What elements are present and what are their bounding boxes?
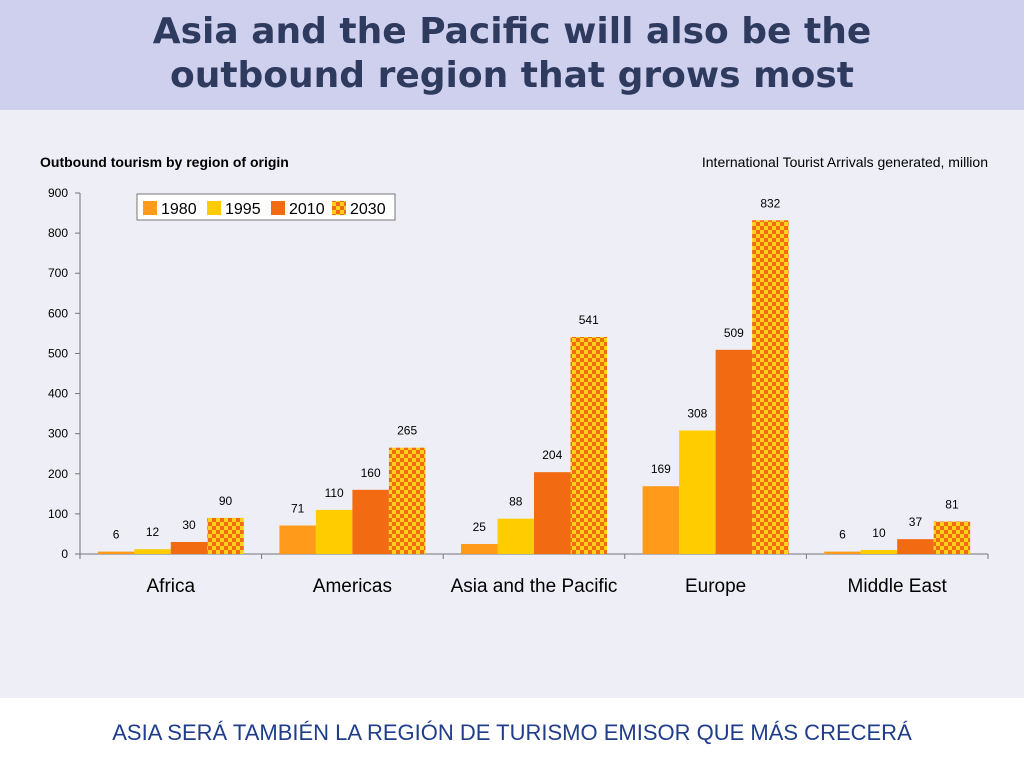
legend-swatch-2030 (332, 201, 346, 215)
legend-swatch-2010 (271, 201, 285, 215)
bar-2030 (752, 220, 789, 554)
bar-1995 (134, 549, 171, 554)
bar-1995 (497, 518, 534, 554)
chart-subtitle: International Tourist Arrivals generated… (702, 154, 988, 170)
y-tick-label: 800 (48, 226, 68, 240)
x-category-label: Europe (685, 576, 746, 597)
data-label: 160 (361, 466, 381, 480)
bar-1995 (679, 430, 716, 554)
legend-label: 2010 (289, 201, 325, 218)
footer-caption: ASIA SERÁ TAMBIÉN LA REGIÓN DE TURISMO E… (112, 720, 912, 745)
data-label: 10 (872, 526, 886, 540)
y-tick-label: 700 (48, 266, 68, 280)
x-category-label: Middle East (848, 576, 948, 597)
bar-2030 (570, 336, 607, 554)
slide-header (0, 0, 1024, 110)
slide-title-line-2: outbound region that grows most (169, 55, 855, 96)
data-label: 6 (839, 528, 846, 542)
data-label: 204 (542, 448, 562, 462)
bar-1980 (279, 525, 316, 554)
legend-swatch-1980 (143, 201, 157, 215)
data-label: 169 (651, 462, 671, 476)
data-label: 30 (182, 518, 196, 532)
x-category-label: Africa (147, 576, 196, 597)
y-tick-label: 300 (48, 427, 68, 441)
data-label: 265 (397, 424, 417, 438)
bar-2010 (170, 541, 208, 554)
bar-chart: Outbound tourism by region of origin Inte… (40, 154, 989, 597)
legend-swatch-1995 (207, 201, 221, 215)
bar-2030 (207, 517, 244, 554)
x-category-label: Americas (313, 576, 392, 597)
bar-1995 (315, 509, 353, 554)
y-tick-label: 500 (48, 346, 68, 360)
bar-1980 (461, 543, 498, 554)
data-label: 832 (760, 196, 780, 210)
data-label: 509 (724, 326, 744, 340)
legend-box (136, 193, 396, 221)
y-tick-label: 900 (48, 186, 68, 200)
y-tick-label: 400 (48, 387, 68, 401)
bar-2010 (534, 472, 571, 554)
slide-title: Asia and the Pacific will also be the ou… (0, 10, 1024, 98)
data-label: 25 (473, 520, 487, 534)
bar-2010 (897, 539, 934, 554)
data-label: 308 (687, 406, 707, 420)
bar-1980 (97, 551, 135, 554)
data-label: 541 (579, 313, 599, 327)
y-tick-label: 100 (48, 507, 68, 521)
data-label: 110 (325, 486, 344, 500)
data-label: 12 (146, 525, 160, 539)
bar-2030 (933, 521, 971, 554)
bar-2010 (352, 489, 389, 554)
data-label: 90 (219, 494, 233, 508)
data-label: 37 (909, 515, 923, 529)
legend-label: 1980 (161, 201, 197, 218)
data-label: 71 (291, 502, 305, 516)
bar-2030 (388, 447, 426, 554)
y-tick-label: 0 (61, 547, 68, 561)
y-tick-label: 600 (48, 306, 68, 320)
data-label: 81 (945, 498, 959, 512)
chart-title: Outbound tourism by region of origin (40, 154, 289, 170)
bar-2010 (715, 349, 753, 554)
slide-title-line-1: Asia and the Pacific will also be the (152, 11, 872, 52)
bar-1980 (642, 486, 680, 554)
chart-area: Outbound tourism by region of origin Inte… (0, 110, 1024, 698)
x-category-label: Asia and the Pacific (451, 576, 618, 597)
bar-1995 (860, 549, 898, 554)
legend-label: 2030 (350, 201, 386, 218)
legend (136, 193, 396, 221)
legend-label: 1995 (225, 201, 261, 218)
bar-1980 (824, 551, 861, 554)
data-label: 88 (509, 495, 523, 509)
y-tick-label: 200 (48, 467, 68, 481)
data-label: 6 (113, 528, 120, 542)
